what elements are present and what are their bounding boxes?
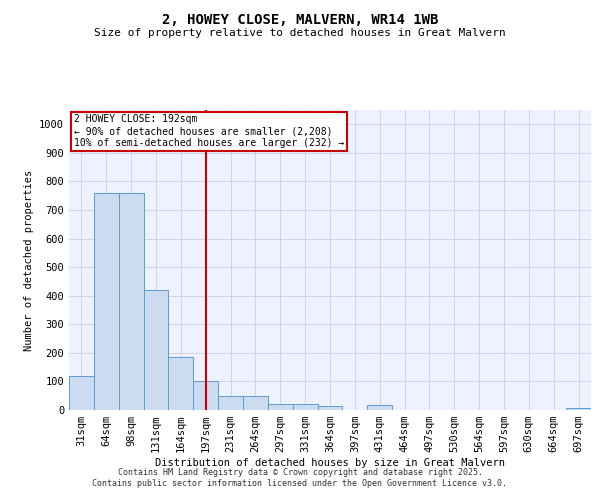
Bar bbox=[94, 193, 119, 410]
Bar bbox=[143, 290, 169, 410]
X-axis label: Distribution of detached houses by size in Great Malvern: Distribution of detached houses by size … bbox=[155, 458, 505, 468]
Y-axis label: Number of detached properties: Number of detached properties bbox=[23, 170, 34, 350]
Text: 2, HOWEY CLOSE, MALVERN, WR14 1WB: 2, HOWEY CLOSE, MALVERN, WR14 1WB bbox=[162, 12, 438, 26]
Bar bbox=[119, 193, 143, 410]
Bar bbox=[169, 357, 193, 410]
Bar bbox=[293, 404, 317, 410]
Bar bbox=[566, 408, 591, 410]
Bar bbox=[367, 405, 392, 410]
Bar bbox=[218, 396, 243, 410]
Bar bbox=[317, 406, 343, 410]
Bar bbox=[268, 404, 293, 410]
Text: 2 HOWEY CLOSE: 192sqm
← 90% of detached houses are smaller (2,208)
10% of semi-d: 2 HOWEY CLOSE: 192sqm ← 90% of detached … bbox=[74, 114, 344, 148]
Text: Size of property relative to detached houses in Great Malvern: Size of property relative to detached ho… bbox=[94, 28, 506, 38]
Text: Contains HM Land Registry data © Crown copyright and database right 2025.
Contai: Contains HM Land Registry data © Crown c… bbox=[92, 468, 508, 487]
Bar bbox=[243, 396, 268, 410]
Bar bbox=[193, 382, 218, 410]
Bar bbox=[69, 376, 94, 410]
